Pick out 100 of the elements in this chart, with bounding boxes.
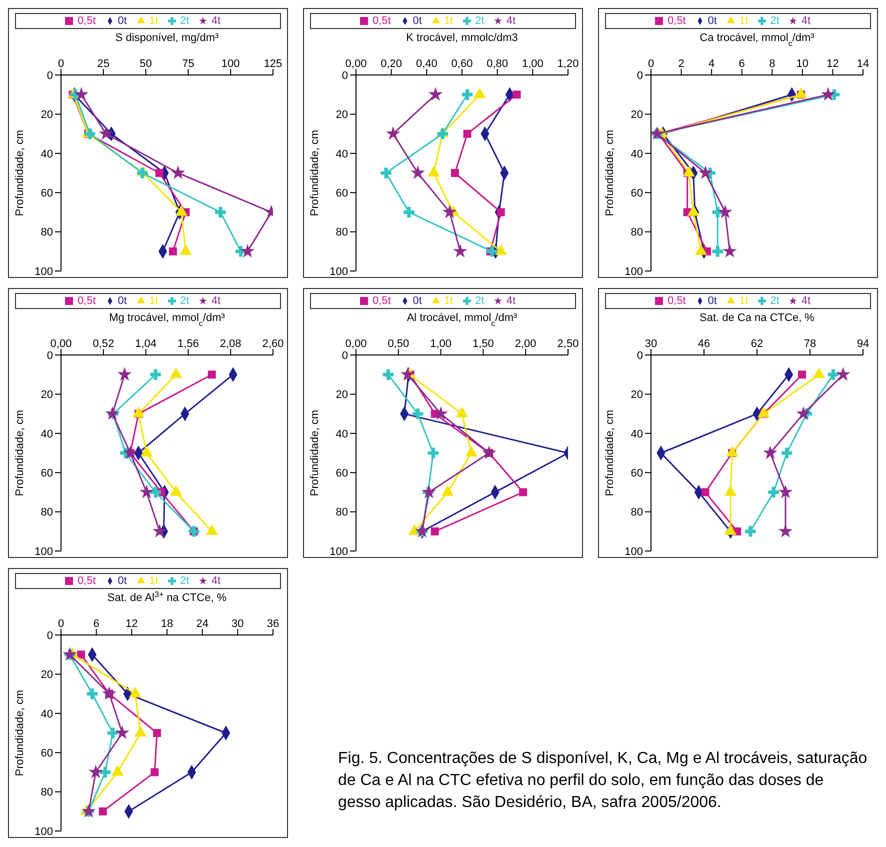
- y-tick-label: 0: [636, 350, 643, 362]
- legend-label: 2t: [770, 15, 780, 27]
- legend-label: 0t: [118, 575, 127, 587]
- y-tick-label: 100: [624, 266, 643, 278]
- legend-label: 0,5t: [77, 295, 96, 307]
- y-tick-label: 60: [40, 188, 53, 200]
- point: [88, 764, 103, 778]
- point: [386, 126, 400, 140]
- legend-label: 0,5t: [372, 295, 391, 307]
- point: [170, 368, 182, 378]
- y-axis-title: Profundidade, cm: [604, 130, 616, 216]
- point: [404, 206, 414, 218]
- y-axis-title: Profundidade, cm: [308, 410, 321, 496]
- x-tick-label: 1,50: [472, 338, 494, 350]
- y-tick-label: 20: [630, 389, 643, 402]
- x-tick-label: 10: [796, 58, 809, 70]
- point: [400, 367, 415, 381]
- point: [778, 524, 793, 538]
- y-tick-label: 60: [336, 468, 348, 480]
- x-tick-label: 0,80: [486, 58, 508, 70]
- legend-label: 2t: [180, 575, 190, 587]
- legend-label: 1t: [738, 15, 748, 27]
- point: [380, 168, 392, 178]
- y-tick-label: 80: [630, 506, 643, 519]
- y-tick-label: 60: [40, 468, 53, 480]
- point: [410, 165, 426, 180]
- x-tick-label: 1,00: [430, 338, 452, 350]
- y-tick-label: 60: [40, 748, 53, 760]
- x-tick-label: 1,04: [135, 338, 157, 350]
- point: [712, 246, 723, 257]
- point: [81, 804, 96, 818]
- point: [100, 766, 111, 778]
- point: [820, 87, 836, 101]
- point: [474, 88, 486, 98]
- x-axis-title: Mg trocável, mmol$_{c}$/dm³: [109, 312, 226, 328]
- point: [778, 484, 793, 498]
- y-tick-label: 40: [630, 428, 643, 440]
- point: [107, 728, 118, 738]
- x-tick-label: 2,50: [557, 338, 579, 350]
- x-axis-title: K trocável, mmolc/dm3: [406, 32, 518, 44]
- point: [781, 448, 792, 458]
- y-axis-title: Profundidade, cm: [604, 410, 616, 496]
- x-tick-label: 1,56: [177, 338, 199, 350]
- point: [486, 246, 498, 257]
- y-tick-label: 0: [46, 70, 53, 82]
- x-tick-label: 2,08: [220, 338, 242, 350]
- y-tick-label: 40: [40, 148, 53, 160]
- x-tick-label: 6: [93, 618, 100, 630]
- point: [117, 367, 132, 381]
- point: [382, 369, 394, 380]
- y-tick-label: 100: [330, 266, 348, 278]
- y-tick-label: 20: [40, 389, 53, 402]
- legend-label: 0,5t: [667, 15, 686, 27]
- y-tick-label: 80: [40, 226, 53, 239]
- legend-label: 0,5t: [77, 575, 96, 587]
- y-tick-label: 0: [46, 630, 53, 642]
- x-tick-label: 62: [750, 338, 764, 350]
- point: [428, 87, 443, 101]
- y-tick-label: 0: [46, 350, 53, 362]
- x-tick-label: 46: [698, 338, 710, 350]
- x-tick-label: 0,20: [380, 58, 402, 70]
- legend-label: 4t: [801, 15, 811, 27]
- point: [150, 768, 159, 776]
- y-tick-label: 80: [40, 786, 53, 799]
- point: [208, 370, 216, 379]
- y-tick-label: 40: [336, 428, 348, 440]
- legend-label: 0t: [412, 295, 422, 307]
- point: [155, 169, 164, 177]
- legend-label: 0,5t: [372, 15, 391, 27]
- legend-label: 4t: [211, 295, 221, 307]
- point: [175, 205, 188, 216]
- point: [722, 244, 737, 258]
- legend-label: 1t: [444, 15, 454, 27]
- x-axis-title: Al trocável, mmol$_{c}$/dm³: [406, 312, 518, 328]
- point: [422, 484, 436, 498]
- x-tick-label: 125: [264, 58, 282, 70]
- point: [430, 527, 439, 536]
- x-tick-label: 0,52: [92, 338, 114, 350]
- y-axis-title: Profundidade, cm: [308, 130, 321, 216]
- y-tick-label: 40: [40, 428, 53, 440]
- legend-label: 1t: [444, 295, 454, 307]
- y-tick-label: 80: [336, 226, 348, 239]
- y-tick-label: 40: [40, 708, 53, 720]
- point: [412, 408, 424, 420]
- point: [115, 725, 130, 740]
- point: [453, 244, 468, 258]
- point: [215, 206, 226, 218]
- point: [168, 247, 177, 256]
- y-axis-title: Profundidade, cm: [14, 130, 26, 216]
- x-tick-label: 4: [708, 58, 715, 70]
- legend-label: 0t: [708, 15, 717, 27]
- x-tick-label: 1,00: [522, 58, 544, 70]
- x-tick-label: 50: [140, 58, 152, 70]
- x-tick-label: 100: [221, 58, 240, 70]
- x-tick-label: 0,40: [416, 58, 438, 70]
- point: [139, 484, 154, 498]
- point: [152, 524, 167, 538]
- y-tick-label: 0: [342, 350, 348, 362]
- legend-label: 0t: [118, 15, 127, 27]
- x-axis-title: Sat. de Ca na CTCe, %: [700, 312, 815, 324]
